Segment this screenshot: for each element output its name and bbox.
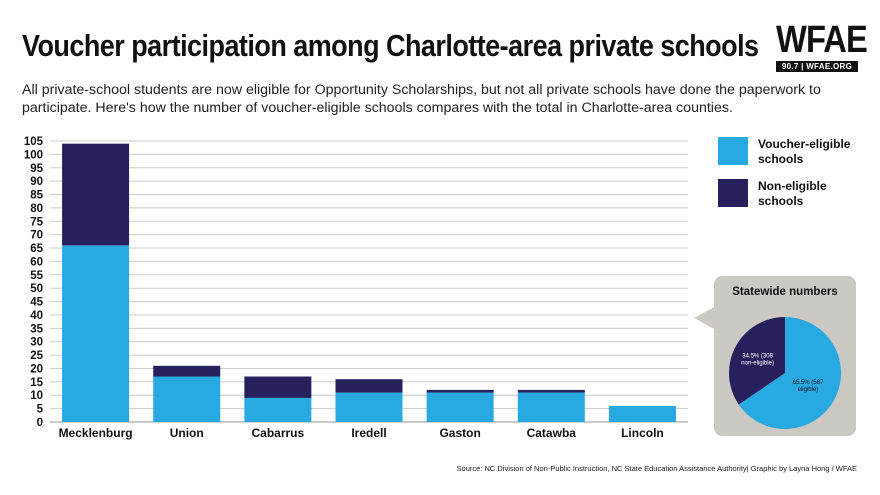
legend-label-non-eligible-line1: Non-eligible [758, 179, 827, 193]
pie-slice-non-eligible [729, 317, 785, 405]
legend-label-non-eligible: Non-eligible schools [758, 179, 878, 209]
legend-label-eligible: Voucher-eligible schools [758, 137, 878, 167]
x-tick-label: Mecklenburg [59, 426, 133, 440]
bar-eligible [62, 245, 130, 422]
chart-title: Voucher participation among Charlotte-ar… [22, 28, 759, 63]
y-tick-label: 95 [30, 163, 43, 175]
chart-subtitle: All private-school students are now elig… [22, 82, 821, 116]
bar-non-eligible [62, 143, 130, 246]
logo-tagline: 90.7 | WFAE.ORG [776, 61, 858, 72]
bar-eligible [244, 397, 312, 422]
y-tick-label: 10 [30, 390, 43, 402]
bar-eligible [608, 405, 676, 422]
y-tick-label: 40 [30, 310, 43, 322]
y-tick-label: 20 [30, 363, 43, 375]
y-tick-label: 55 [30, 270, 43, 282]
x-tick-label: Lincoln [621, 426, 664, 440]
y-tick-label: 45 [30, 297, 43, 309]
y-tick-label: 65 [30, 243, 43, 255]
bar-non-eligible [426, 389, 494, 393]
y-tick-label: 85 [30, 190, 43, 202]
x-tick-label: Iredell [351, 426, 386, 440]
x-tick-label: Catawba [527, 426, 577, 440]
pie-slice-eligible [738, 317, 841, 429]
legend-label-eligible-line1: Voucher-eligible [758, 137, 851, 151]
x-tick-label: Gaston [439, 426, 480, 440]
pie-label: 65.5% (587 [793, 380, 824, 386]
pie-label: eligible) [798, 387, 819, 393]
pie-callout-pointer [694, 306, 716, 330]
y-tick-label: 70 [30, 230, 43, 242]
bar-eligible [426, 392, 494, 422]
y-tick-label: 50 [30, 283, 43, 295]
legend-label-non-eligible-line2: schools [758, 194, 804, 208]
pie-title: Statewide numbers [732, 286, 838, 298]
y-tick-label: 5 [37, 404, 44, 416]
wfae-logo: WFAE 90.7 | WFAE.ORG [776, 20, 868, 72]
bar-non-eligible [153, 365, 221, 377]
bar-eligible [517, 392, 585, 422]
bar-eligible [153, 376, 221, 422]
bar-non-eligible [335, 379, 403, 393]
x-tick-label: Cabarrus [252, 426, 305, 440]
bar-non-eligible [244, 376, 312, 398]
y-tick-label: 100 [24, 149, 43, 161]
source-credit: Source: NC Division of Non-Public Instru… [456, 464, 857, 473]
y-tick-label: 80 [30, 203, 43, 215]
y-tick-label: 15 [30, 377, 43, 389]
legend-swatch-eligible [718, 137, 748, 165]
y-tick-label: 75 [30, 216, 43, 228]
y-tick-label: 105 [24, 136, 44, 148]
y-tick-label: 25 [30, 350, 43, 362]
y-tick-label: 0 [37, 417, 43, 429]
bar-eligible [335, 392, 403, 422]
y-tick-label: 30 [30, 337, 43, 349]
legend-label-eligible-line2: schools [758, 152, 804, 166]
pie-label: 34.5% (308 [742, 353, 773, 359]
y-tick-label: 35 [30, 323, 43, 335]
pie-label: non-eligible) [741, 360, 774, 366]
y-tick-label: 60 [30, 256, 43, 268]
x-tick-label: Union [170, 426, 204, 440]
y-tick-label: 90 [30, 176, 43, 188]
bar-non-eligible [517, 389, 585, 393]
legend-swatch-non-eligible [718, 179, 748, 207]
statewide-panel: Statewide numbers 65.5% (587 eligible) 34.… [714, 276, 856, 436]
